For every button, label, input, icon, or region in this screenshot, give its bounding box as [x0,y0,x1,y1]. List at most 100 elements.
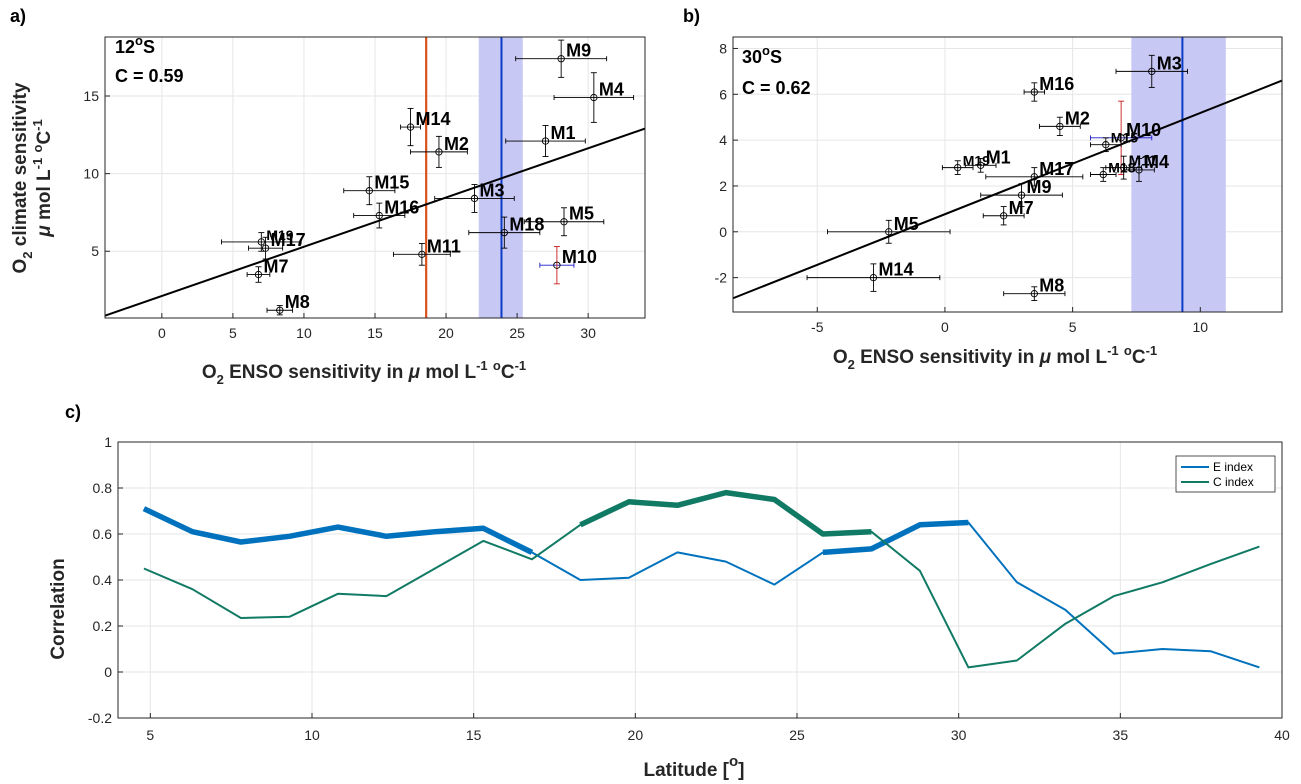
pa-marker-m14 [406,123,415,131]
series-significant-segment-e-index-1 [822,519,969,556]
panel-b-points: M1 M2 M3 M4 M5 M7 M8 M9 M10 M11 M14 M15 M16 M17 M18 M19 [806,53,1188,301]
panel-a-latitude: 12oS [115,33,155,57]
pa-xtick-10: 10 [296,325,312,341]
pc-xtick-20: 20 [628,727,644,743]
panel-a-label: a) [10,6,26,26]
legend-label-e-index: E index [1213,460,1253,474]
pb-label-m3: M3 [1157,53,1182,73]
panel-c-xlabel: Latitude [o] [644,753,745,781]
pb-point-m5: M5 [827,214,951,244]
pa-point-m17: M17 [248,230,306,260]
pa-marker-m19 [257,238,265,246]
pb-label-m14: M14 [878,260,913,280]
pa-label-m1: M1 [551,123,576,143]
pa-xtick-20: 20 [438,325,454,341]
pc-xtick-10: 10 [304,727,320,743]
pb-point-m7: M7 [982,198,1034,226]
pb-marker-m3 [1148,67,1156,76]
pa-point-m16: M16 [353,198,419,229]
pb-marker-m15 [1102,141,1110,149]
panel-a-xlabel: O2 ENSO sensitivity in μ mol L-1 oC-1 [202,358,526,387]
panel-b-axes-box [732,36,1283,313]
pa-marker-m5 [560,218,568,226]
pb-label-m18: M18 [1108,160,1135,176]
pb-regression-line [732,79,1283,300]
pb-ytick--2: -2 [715,270,728,286]
pb-marker-m9 [1017,191,1026,199]
pc-ytick-0.4: 0.4 [93,572,113,588]
pa-marker-m11 [418,250,426,258]
panel-c: c) 5 10 15 20 25 30 35 40 -0.2 0 0.2 0.4 0.6 0.8 1 E i… [48,402,1290,781]
pa-marker-m4 [590,93,598,102]
pb-label-m4: M4 [1144,152,1169,172]
panel-b-latitude: 30oS [742,43,782,67]
pb-point-m15: M15 [1090,130,1138,153]
panel-a: a) M1 M2 M3 M4 M5 M7 M8 M9 M10 M11 M14 M15 M16 M17 M18… [10,6,646,387]
pb-point-m17: M17 [985,159,1084,187]
pa-point-m7: M7 [246,257,288,283]
pb-point-m2: M2 [1038,108,1090,136]
pa-label-m2: M2 [444,134,469,154]
pb-marker-m17 [1030,173,1038,181]
pb-point-m19: M19 [941,153,990,175]
pa-label-m15: M15 [374,173,409,193]
pb-xtick-5: 5 [1069,319,1077,335]
pb-label-m5: M5 [894,214,919,234]
pa-marker-m15 [365,187,373,195]
pb-label-m2: M2 [1065,108,1090,128]
pa-marker-m9 [557,55,565,63]
pb-label-m9: M9 [1027,177,1052,197]
panel-c-lines [142,489,1260,669]
pb-marker-m7 [1000,212,1008,220]
pa-label-m7: M7 [263,257,288,277]
pa-point-m18: M18 [468,215,544,249]
panel-a-ylabel-line2: μ mol L-1 oC-1 [30,119,55,238]
pa-ytick-5: 5 [91,243,99,259]
panel-a-ticks: 0 5 10 15 20 25 30 5 10 15 [83,88,596,341]
pb-point-m18: M18 [1090,160,1136,182]
pb-marker-m11 [1120,163,1128,172]
pa-marker-m7 [254,270,263,279]
panel-b-model-band [1131,37,1226,312]
pb-point-m16: M16 [1023,74,1074,102]
pa-label-m18: M18 [509,215,544,235]
pb-marker-m5 [885,228,893,236]
pa-point-m1: M1 [505,123,586,157]
pa-point-m5: M5 [523,204,605,237]
legend-box [1175,455,1276,493]
pa-xtick-5: 5 [229,325,237,341]
panel-c-grid [118,441,1283,719]
pa-point-m4: M4 [553,72,635,123]
pa-label-m3: M3 [479,180,504,200]
pb-label-m8: M8 [1039,276,1064,296]
pc-xtick-35: 35 [1113,727,1129,743]
pb-ytick-0: 0 [719,224,727,240]
panel-c-label: c) [65,402,81,422]
pa-label-m9: M9 [566,41,591,61]
pa-label-m10: M10 [562,247,597,267]
pc-xtick-30: 30 [951,727,967,743]
pb-label-m17: M17 [1039,159,1074,179]
panel-b-lines [732,37,1283,312]
pa-point-m8: M8 [266,292,310,316]
pa-point-m15: M15 [343,173,409,206]
pb-label-m11: M11 [1129,153,1157,170]
pb-model-uncertainty-band [1131,37,1226,312]
pa-xtick-25: 25 [509,325,525,341]
panel-a-points: M1 M2 M3 M4 M5 M7 M8 M9 M10 M11 M14 M15 M16 M17 M18 M19 [221,39,635,316]
pa-label-m4: M4 [599,80,624,100]
pb-point-m8: M8 [1003,276,1066,301]
pa-point-m2: M2 [410,134,469,168]
pa-marker-m3 [470,194,479,203]
pb-marker-m10 [1117,134,1125,142]
panel-b-label: b) [683,6,700,26]
pc-xtick-5: 5 [146,727,154,743]
pb-xtick-0: 0 [941,319,949,335]
pb-label-m10: M10 [1126,120,1161,140]
pb-point-m10: M10 [1090,100,1161,175]
pa-marker-m10 [553,261,561,269]
pb-point-m14: M14 [806,260,941,292]
pa-marker-m2 [435,148,443,156]
pb-ytick-2: 2 [719,178,727,194]
